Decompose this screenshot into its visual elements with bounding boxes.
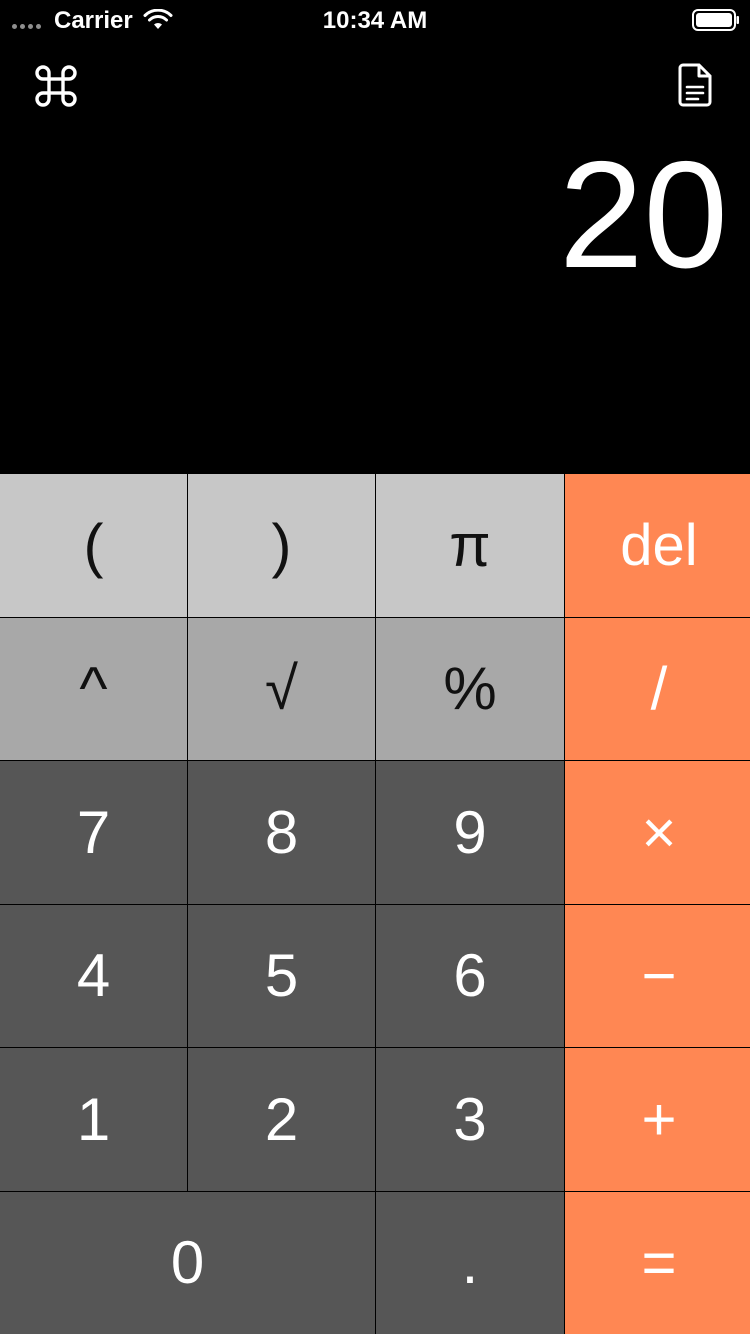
battery-icon	[692, 9, 739, 31]
key-8[interactable]: 8	[188, 761, 375, 904]
key-close-paren[interactable]: )	[188, 474, 375, 617]
command-icon	[35, 65, 77, 107]
key-equals[interactable]: =	[565, 1191, 750, 1334]
command-button[interactable]	[30, 60, 82, 112]
key-2[interactable]: 2	[188, 1048, 375, 1191]
key-divide[interactable]: /	[565, 617, 750, 760]
status-bar: Carrier 10:34 AM	[0, 0, 750, 40]
key-pi[interactable]: π	[376, 474, 564, 617]
key-percent[interactable]: %	[376, 617, 564, 760]
key-4[interactable]: 4	[0, 904, 187, 1047]
key-add[interactable]: +	[565, 1048, 750, 1191]
carrier-name: Carrier	[54, 7, 133, 34]
key-0[interactable]: 0	[0, 1191, 375, 1334]
status-time: 10:34 AM	[322, 7, 428, 34]
key-open-paren[interactable]: (	[0, 474, 187, 617]
keypad: ( ) π del ^ √ % / 7 8 9 × 4 5 6 − 1 2 3 …	[0, 473, 750, 1334]
result-display: 20	[558, 130, 728, 300]
signal-strength-icon	[12, 24, 41, 29]
key-decimal[interactable]: .	[376, 1191, 564, 1334]
key-square-root[interactable]: √	[188, 617, 375, 760]
key-1[interactable]: 1	[0, 1048, 187, 1191]
wifi-icon	[143, 9, 173, 29]
key-power[interactable]: ^	[0, 617, 187, 760]
key-3[interactable]: 3	[376, 1048, 564, 1191]
key-delete[interactable]: del	[565, 474, 750, 617]
key-subtract[interactable]: −	[565, 904, 750, 1047]
key-5[interactable]: 5	[188, 904, 375, 1047]
document-icon	[678, 63, 712, 107]
key-6[interactable]: 6	[376, 904, 564, 1047]
history-button[interactable]	[668, 58, 722, 112]
key-7[interactable]: 7	[0, 761, 187, 904]
key-9[interactable]: 9	[376, 761, 564, 904]
key-multiply[interactable]: ×	[565, 761, 750, 904]
